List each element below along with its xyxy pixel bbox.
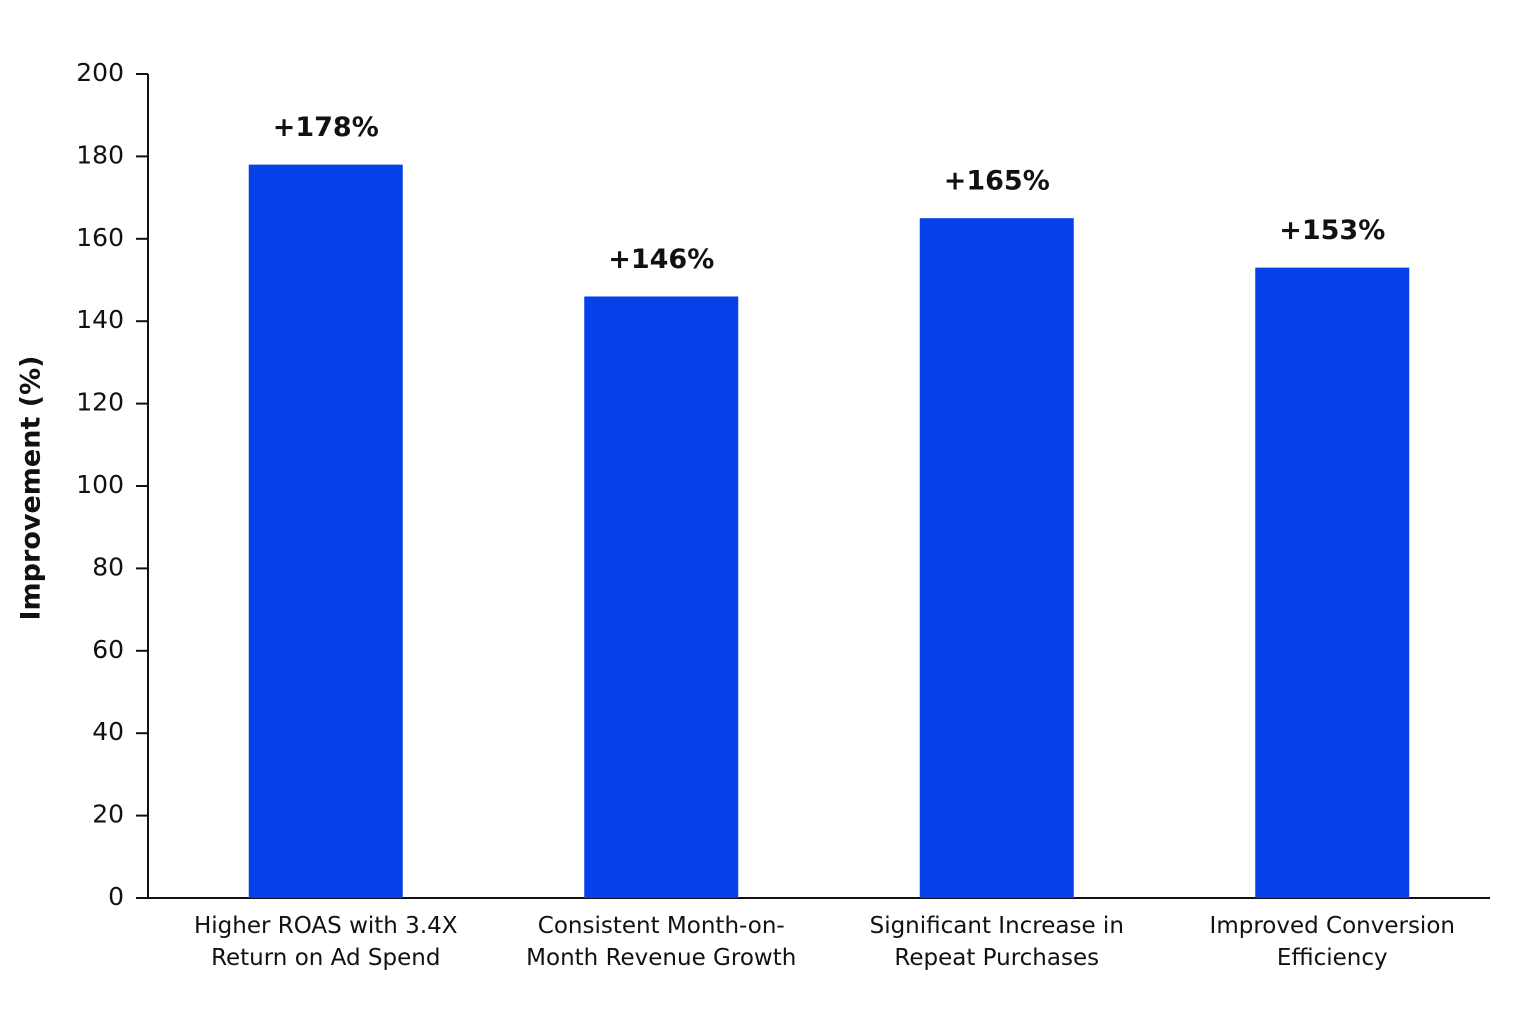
bar: [919, 218, 1074, 898]
y-tick-label: 80: [92, 552, 124, 581]
value-label: +178%: [273, 112, 379, 143]
x-tick-label: Higher ROAS with 3.4X Return on Ad Spend: [193, 913, 458, 971]
y-tick-label: 180: [76, 140, 124, 169]
x-tick-label: Significant Increase in Repeat Purchases: [869, 913, 1124, 971]
value-label: +153%: [1279, 215, 1385, 246]
y-tick-label: 40: [92, 717, 124, 746]
y-tick-label: 60: [92, 635, 124, 664]
value-label: +146%: [608, 244, 714, 275]
y-tick-label: 100: [76, 470, 124, 499]
y-tick-label: 0: [108, 882, 124, 911]
bar: [584, 296, 739, 899]
bar: [248, 164, 403, 898]
y-tick-label: 20: [92, 800, 124, 829]
x-tick-label: Consistent Month-on-Month Revenue Growth: [526, 913, 797, 971]
y-tick-label: 120: [76, 388, 124, 417]
y-tick-label: 200: [76, 58, 124, 87]
y-tick-label: 160: [76, 223, 124, 252]
y-tick-label: 140: [76, 305, 124, 334]
y-axis-label: Improvement (%): [16, 356, 47, 621]
value-label: +165%: [944, 166, 1050, 197]
x-tick-label: Improved Conversion Efficiency: [1209, 913, 1455, 971]
bar: [1255, 267, 1410, 898]
